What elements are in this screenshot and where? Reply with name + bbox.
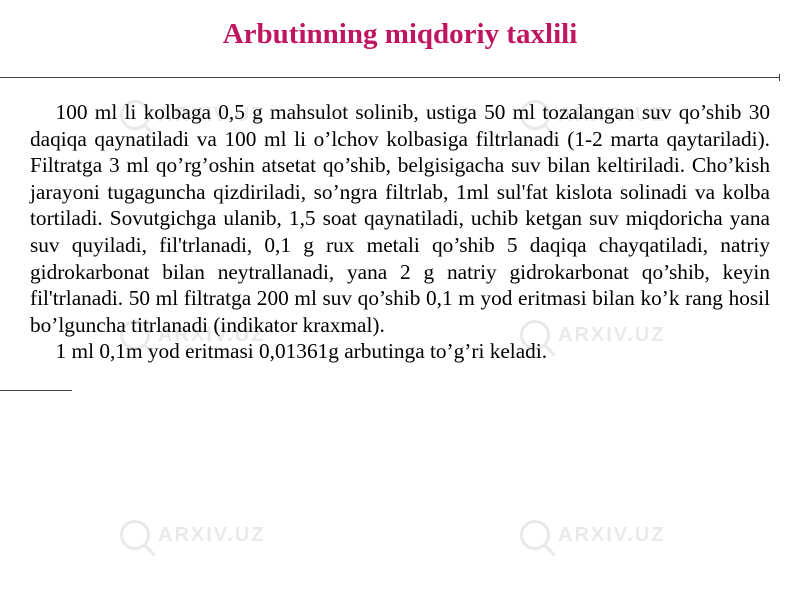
- rule-cap: [779, 74, 780, 81]
- slide: Arbutinning miqdoriy taxlili 100 ml li k…: [0, 0, 800, 600]
- rule-long: [0, 77, 780, 78]
- horizontal-rule: [30, 73, 770, 83]
- slide-title: Arbutinning miqdoriy taxlili: [30, 18, 770, 51]
- body-text: 100 ml li kolbaga 0,5 g mahsulot solinib…: [30, 99, 770, 365]
- rule-short: [0, 390, 72, 391]
- paragraph-2: 1 ml 0,1m yod eritmasi 0,01361g arbuting…: [30, 338, 770, 365]
- paragraph-1: 100 ml li kolbaga 0,5 g mahsulot solinib…: [30, 99, 770, 338]
